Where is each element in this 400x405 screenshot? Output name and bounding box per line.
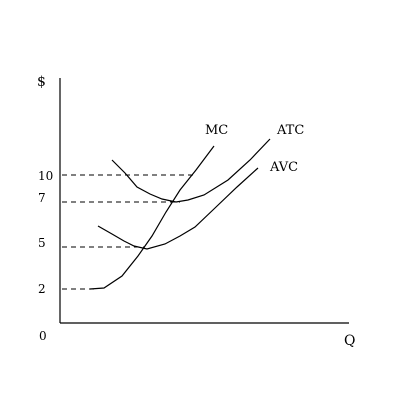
avc-label: AVC xyxy=(269,160,298,175)
y-tick-10: 10 xyxy=(38,169,53,183)
atc-label: ATC xyxy=(276,123,304,138)
avc-curve xyxy=(97,167,259,250)
y-tick-7: 7 xyxy=(38,191,46,205)
y-tick-2: 2 xyxy=(38,282,46,296)
mc-curve xyxy=(89,145,215,290)
y-axis-label: $ xyxy=(37,74,46,90)
y-tick-5: 5 xyxy=(38,236,46,250)
origin-label: 0 xyxy=(39,329,47,343)
atc-curve xyxy=(111,138,271,203)
mc-label: MC xyxy=(205,123,228,138)
x-axis-label: Q xyxy=(344,333,355,349)
